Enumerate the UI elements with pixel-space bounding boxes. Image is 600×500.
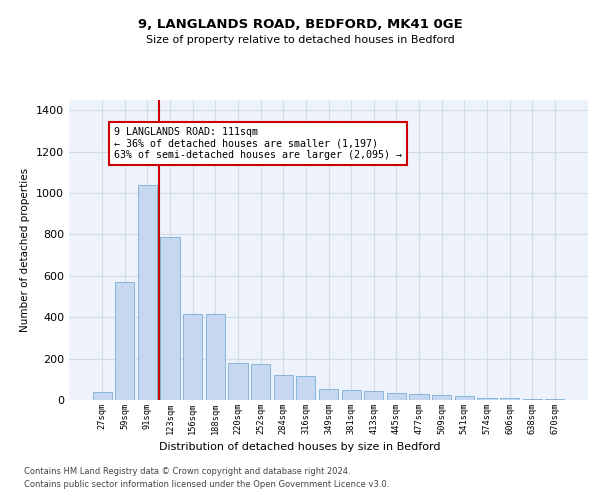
- Bar: [455, 396, 474, 400]
- Bar: [138, 185, 157, 400]
- Bar: [364, 390, 383, 400]
- Bar: [409, 394, 428, 400]
- Bar: [432, 396, 451, 400]
- Text: Size of property relative to detached houses in Bedford: Size of property relative to detached ho…: [146, 35, 454, 45]
- Bar: [477, 398, 497, 400]
- Text: Contains public sector information licensed under the Open Government Licence v3: Contains public sector information licen…: [24, 480, 389, 489]
- Bar: [183, 314, 202, 400]
- Text: 9, LANGLANDS ROAD, BEDFORD, MK41 0GE: 9, LANGLANDS ROAD, BEDFORD, MK41 0GE: [137, 18, 463, 30]
- Bar: [387, 393, 406, 400]
- Text: Distribution of detached houses by size in Bedford: Distribution of detached houses by size …: [159, 442, 441, 452]
- Text: Contains HM Land Registry data © Crown copyright and database right 2024.: Contains HM Land Registry data © Crown c…: [24, 468, 350, 476]
- Bar: [523, 399, 542, 400]
- Bar: [229, 363, 248, 400]
- Y-axis label: Number of detached properties: Number of detached properties: [20, 168, 31, 332]
- Bar: [545, 399, 565, 400]
- Bar: [296, 376, 316, 400]
- Bar: [160, 236, 180, 400]
- Bar: [251, 364, 270, 400]
- Bar: [92, 392, 112, 400]
- Bar: [115, 282, 134, 400]
- Bar: [274, 375, 293, 400]
- Bar: [206, 314, 225, 400]
- Bar: [500, 398, 519, 400]
- Text: 9 LANGLANDS ROAD: 111sqm
← 36% of detached houses are smaller (1,197)
63% of sem: 9 LANGLANDS ROAD: 111sqm ← 36% of detach…: [113, 127, 401, 160]
- Bar: [319, 388, 338, 400]
- Bar: [341, 390, 361, 400]
